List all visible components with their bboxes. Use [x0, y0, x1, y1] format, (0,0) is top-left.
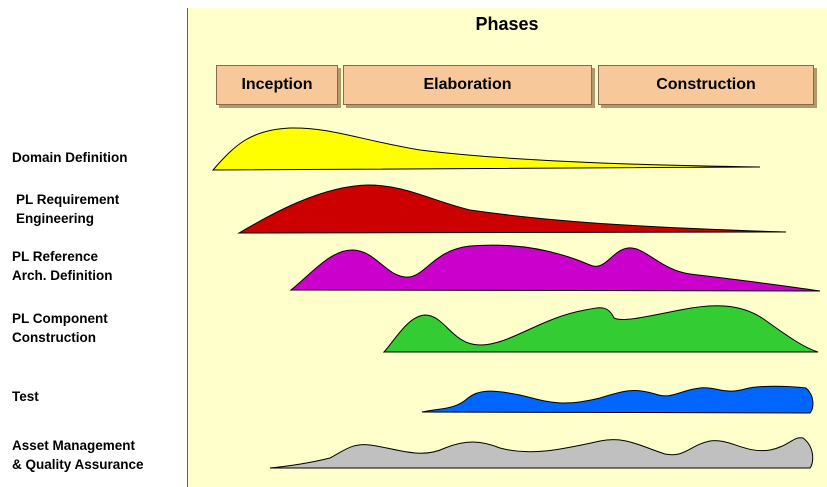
- phase-construction: Construction: [598, 65, 814, 105]
- curve-domain-definition: [211, 127, 761, 171]
- activity-label-line: Engineering: [16, 211, 95, 226]
- activity-label-pl-reference: PL Reference Arch. Definition: [12, 247, 113, 285]
- curve-pl-reference: [289, 244, 821, 292]
- activity-label-line: Domain Definition: [12, 150, 128, 165]
- activity-label-domain-definition: Domain Definition: [12, 148, 128, 167]
- activity-label-asset-management: Asset Management & Quality Assurance: [12, 436, 144, 474]
- activity-label-line: PL Reference: [12, 249, 99, 264]
- curve-pl-requirement: [237, 184, 787, 234]
- activity-label-line: Asset Management: [12, 438, 136, 453]
- curve-test: [421, 385, 814, 414]
- activity-label-test: Test: [12, 387, 39, 406]
- curve-asset-management: [269, 437, 814, 469]
- activity-label-line: & Quality Assurance: [12, 457, 144, 472]
- activity-label-line: Test: [12, 389, 39, 404]
- activity-label-line: Construction: [12, 330, 96, 345]
- phase-elaboration: Elaboration: [343, 65, 592, 105]
- activity-label-line: PL Component: [12, 311, 108, 326]
- activity-label-pl-component: PL Component Construction: [12, 309, 108, 347]
- phases-title: Phases: [475, 14, 539, 34]
- activity-label-line: Arch. Definition: [12, 268, 113, 283]
- curve-pl-component: [382, 305, 819, 353]
- activity-label-line: PL Requirement: [16, 192, 120, 207]
- phase-inception: Inception: [216, 65, 338, 105]
- activity-label-pl-requirement: PL Requirement Engineering: [16, 190, 119, 228]
